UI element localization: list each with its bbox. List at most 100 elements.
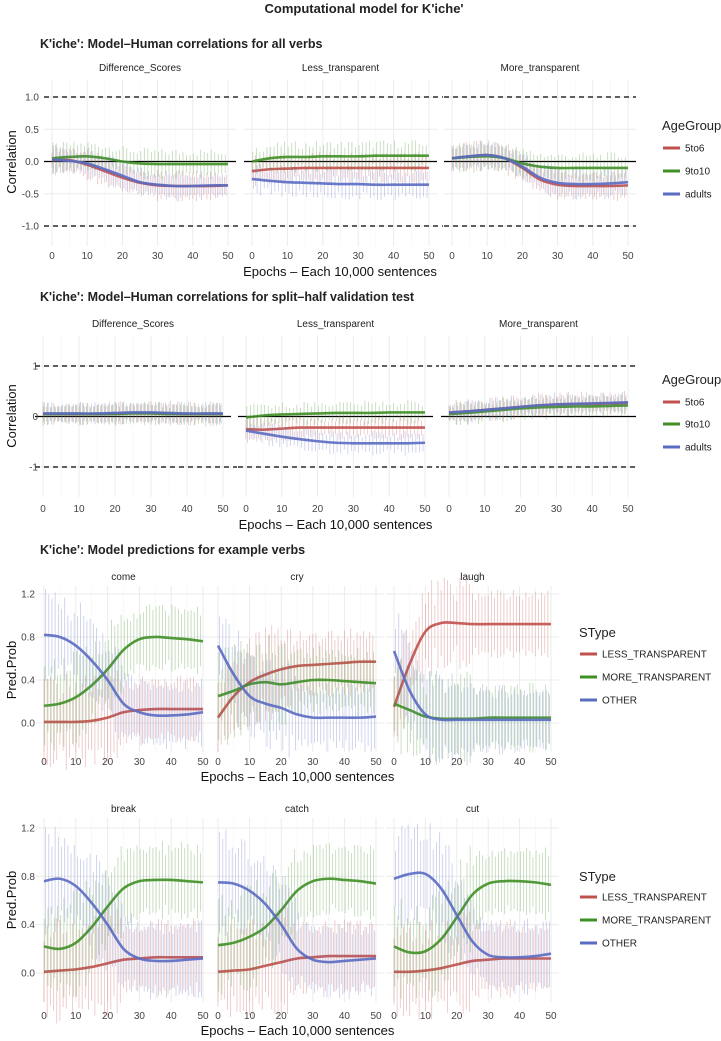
y-tick-label: 1.2 [21,824,35,835]
x-axis-label: Epochs – Each 10,000 sentences [239,517,433,532]
panel-Less_transparent: Less_transparent 0 10 20 30 40 50 [244,63,443,262]
legend: SType LESS_TRANSPARENT MORE_TRANSPARENT OTH… [579,625,711,707]
x-tick-label: 40 [587,251,599,262]
series-line-adults [251,177,429,187]
y-tick-label: -0.5 [22,189,40,200]
x-tick-label: 40 [384,504,396,515]
panel-Less_transparent: Less_transparent 0 10 20 30 40 50 [238,319,439,515]
x-tick-label: 40 [166,1011,178,1022]
legend: AgeGroup 5to6 9to10 adults [662,118,721,201]
y-tick-label: -1.0 [22,222,40,233]
x-tick-label: 20 [102,757,114,768]
legend-label: 5to6 [685,398,705,409]
series-line-OTHER [393,871,552,959]
x-tick-label: 30 [552,251,564,262]
x-tick-label: 40 [514,757,526,768]
series-line-MORE_TRANSPARENT [217,877,377,947]
x-tick-label: 0 [391,757,397,768]
x-tick-label: 30 [134,757,146,768]
chart-section-1: K'iche': Model–Human correlations for al… [4,37,721,279]
x-axis-label: Epochs – Each 10,000 sentences [201,1023,395,1038]
strip-label: More_transparent [501,63,580,74]
x-tick-label: 10 [420,757,432,768]
section-title: K'iche': Model–Human correlations for sp… [40,290,415,304]
x-tick-label: 20 [102,1011,114,1022]
x-tick-label: 0 [391,1011,397,1022]
x-tick-label: 30 [551,504,563,515]
strip-label: More_transparent [499,319,578,330]
y-axis-label: Correlation [4,384,19,448]
y-tick-label: 0.4 [21,676,35,687]
legend-label: MORE_TRANSPARENT [602,916,711,927]
y-tick-label: 1 [32,362,38,373]
series-line-adults [448,401,629,414]
strip-label: Difference_Scores [99,63,181,74]
strip-label: Difference_Scores [92,319,174,330]
x-tick-label: 30 [483,1011,495,1022]
legend-label: OTHER [602,939,637,950]
x-tick-label: 30 [348,504,360,515]
legend-label: LESS_TRANSPARENT [602,650,707,661]
series-line-adults [43,411,223,415]
x-tick-label: 50 [419,504,431,515]
legend-label: 5to6 [685,144,705,155]
legend-label: MORE_TRANSPARENT [602,673,711,684]
y-axis-label: Pred.Prob [4,641,19,700]
y-tick-label: 1.2 [21,590,35,601]
series-line-OTHER [216,644,377,720]
x-tick-label: 30 [353,251,365,262]
x-tick-label: 20 [276,1011,288,1022]
y-tick-label: 0.8 [21,872,35,883]
series-line-MORE_TRANSPARENT [43,635,204,708]
section-title: K'iche': Model predictions for example v… [40,543,305,557]
x-tick-label: 0 [49,251,55,262]
x-tick-label: 10 [420,1011,432,1022]
strip-label: cut [466,804,480,815]
series-line-OTHER [43,633,204,718]
x-tick-label: 10 [479,504,491,515]
x-tick-label: 0 [41,757,47,768]
series-line-LESS_TRANSPARENT [392,621,551,708]
x-tick-label: 50 [370,1011,382,1022]
x-tick-label: 10 [282,251,294,262]
y-tick-label: 0.0 [21,969,35,980]
chart-section-4: break 0 10 20 30 40 50 1.2 0.8 0.4 0.0 catch 0 10 20 30… [4,804,711,1038]
x-tick-label: 20 [517,251,529,262]
legend-title: AgeGroup [662,118,721,133]
x-tick-label: 40 [587,504,599,515]
y-tick-label: 0.4 [21,920,35,931]
x-tick-label: 20 [451,1011,463,1022]
x-tick-label: 50 [545,1011,557,1022]
x-tick-label: 50 [622,504,634,515]
x-tick-label: 30 [307,1011,319,1022]
strip-label: come [111,572,136,583]
panel-catch: catch 0 10 20 30 40 50 [210,804,384,1022]
x-tick-label: 20 [276,757,288,768]
x-tick-label: 20 [515,504,527,515]
legend-title: SType [579,869,616,884]
x-tick-label: 10 [70,757,82,768]
legend-title: AgeGroup [662,372,721,387]
x-tick-label: 10 [73,504,85,515]
x-tick-label: 40 [514,1011,526,1022]
strip-label: Less_transparent [297,319,374,330]
x-tick-label: 50 [222,251,234,262]
y-axis-label: Pred.Prob [4,871,19,930]
panel-More_transparent: More_transparent 0 10 20 30 40 50 [441,319,636,515]
x-tick-label: 50 [622,251,634,262]
y-axis-label: Correlation [4,130,19,194]
x-axis-label: Epochs – Each 10,000 sentences [201,769,395,784]
x-tick-label: 30 [152,251,164,262]
strip-label: Less_transparent [302,63,379,74]
series-line-9to10 [251,154,429,163]
legend-label: adults [685,190,712,201]
x-tick-label: 30 [145,504,157,515]
legend-label: 9to10 [685,420,710,431]
series-line-LESS_TRANSPARENT [43,955,203,974]
panel-Difference_Scores: Difference_Scores 0 10 20 30 40 50 1.0 0.5 0.0 -0.… [22,63,242,262]
x-tick-label: 50 [197,757,209,768]
series-line-9to10 [51,154,228,166]
x-tick-label: 0 [215,757,221,768]
x-tick-label: 0 [249,251,255,262]
chart-section-3: K'iche': Model predictions for example v… [4,543,711,784]
